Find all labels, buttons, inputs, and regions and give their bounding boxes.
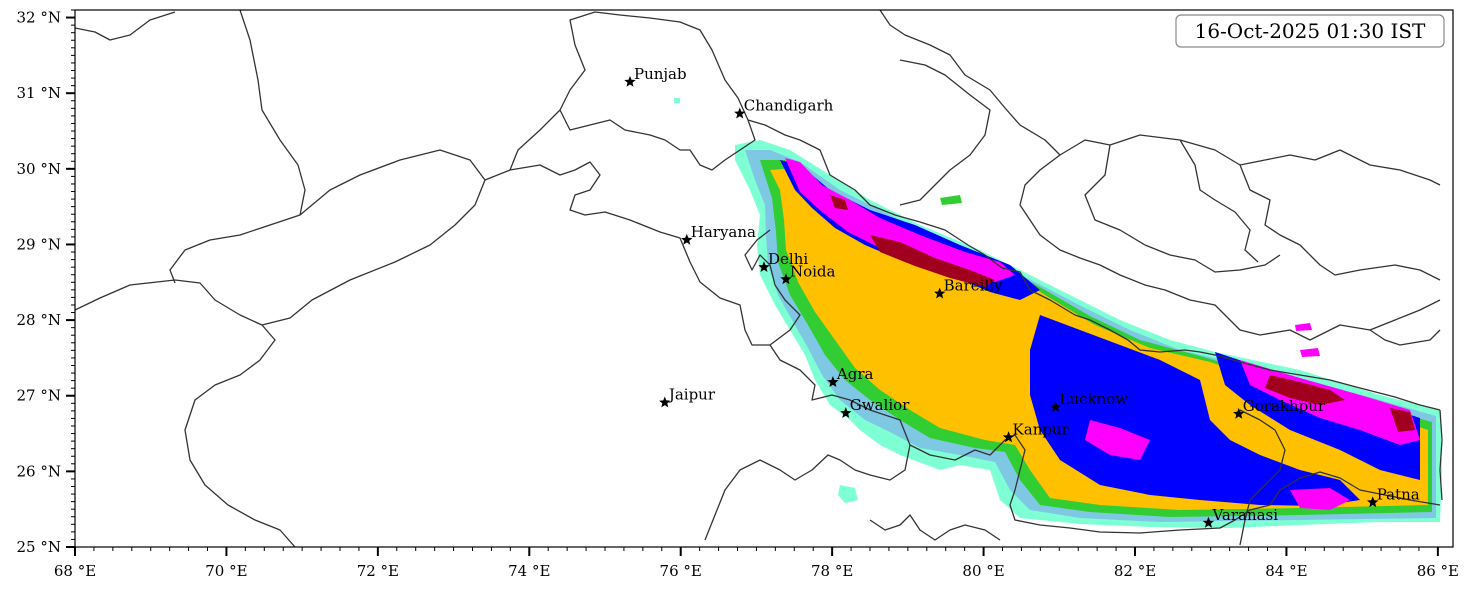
border-line [879, 10, 1441, 341]
y-tick-label: 29 °N [17, 235, 61, 253]
precipitation-contours [674, 98, 1442, 528]
y-tick-label: 32 °N [17, 9, 61, 27]
axes-frame [74, 9, 1454, 548]
border-line [169, 10, 306, 284]
border-line [1059, 134, 1441, 281]
y-tick-label: 28 °N [17, 311, 61, 329]
city-gwalior: Gwalior [840, 396, 910, 418]
star-marker-icon [734, 107, 746, 119]
border-line [1239, 409, 1286, 546]
y-tick-label: 26 °N [17, 462, 61, 480]
city-label: Gwalior [850, 396, 910, 414]
star-marker-icon [1202, 516, 1215, 528]
city-bareilly: Bareilly [934, 277, 1003, 299]
city-patna: Patna [1367, 485, 1420, 508]
city-lucknow: Lucknow [1049, 390, 1129, 412]
x-tick-label: 74 °E [508, 562, 550, 580]
city-agra: Agra [827, 365, 874, 387]
city-label: Patna [1377, 485, 1420, 503]
precip-fleck-4 [940, 195, 962, 205]
city-label: Lucknow [1060, 390, 1129, 408]
border-line [559, 11, 756, 171]
timestamp-label: 16-Oct-2025 01:30 IST [1195, 19, 1426, 43]
city-label: Agra [836, 365, 874, 383]
city-label: Gorakhpur [1243, 397, 1326, 415]
x-tick-label: 68 °E [54, 562, 96, 580]
border-line [1084, 144, 1281, 273]
border-line [75, 11, 176, 41]
x-tick-label: 78 °E [811, 562, 853, 580]
city-haryana: Haryana [681, 223, 756, 245]
star-marker-icon [624, 75, 636, 87]
star-marker-icon [659, 396, 671, 408]
star-marker-icon [758, 261, 770, 272]
star-marker-icon [780, 273, 792, 285]
city-label: Haryana [691, 223, 756, 241]
border-line [484, 11, 596, 181]
x-tick-label: 82 °E [1114, 562, 1156, 580]
map-axes: 68 °E 70 °E 72 °E 74 °E 76 °E 78 °E 80 °E 82 °E… [17, 9, 1459, 580]
star-marker-icon [934, 287, 946, 299]
city-jaipur: Jaipur [659, 386, 716, 408]
city-label: Jaipur [667, 386, 716, 404]
star-marker-icon [681, 233, 693, 245]
city-noida: Noida [780, 262, 836, 285]
y-tick-label: 30 °N [17, 160, 61, 178]
x-tick-label: 70 °E [205, 562, 247, 580]
precip-fleck-2 [1295, 323, 1312, 331]
city-label: Noida [790, 262, 836, 280]
precip-level-1-patch [838, 485, 858, 503]
star-marker-icon [1002, 431, 1015, 443]
city-punjab: Punjab [624, 65, 687, 87]
precip-level-6 [785, 158, 1420, 510]
border-line [1369, 329, 1441, 346]
x-tick-label: 84 °E [1265, 562, 1307, 580]
city-kanpur: Kanpur [1002, 420, 1070, 443]
border-line [747, 119, 1441, 411]
city-label: Kanpur [1013, 420, 1070, 438]
border-line [1179, 139, 1259, 263]
administrative-borders [75, 10, 1443, 547]
x-tick-label: 76 °E [660, 562, 702, 580]
city-label: Chandigarh [744, 97, 834, 115]
border-line [1239, 149, 1441, 186]
precip-fleck-3 [1300, 348, 1320, 357]
star-marker-icon [827, 376, 839, 387]
star-marker-icon [1367, 496, 1379, 508]
border-line [509, 161, 801, 346]
border-line [899, 59, 991, 206]
timestamp-box: 16-Oct-2025 01:30 IST [1175, 14, 1445, 48]
city-varanasi: Varanasi [1202, 506, 1278, 528]
city-label: Punjab [634, 65, 687, 83]
star-marker-icon [1233, 407, 1245, 419]
y-tick-label: 27 °N [17, 387, 61, 405]
star-marker-icon [840, 407, 852, 418]
star-marker-icon [1049, 401, 1062, 412]
border-line [869, 514, 1001, 541]
city-gorakhpur: Gorakhpur [1233, 397, 1326, 419]
x-tick-label: 80 °E [962, 562, 1004, 580]
precip-fleck-1 [674, 98, 680, 103]
x-tick-label: 72 °E [357, 562, 399, 580]
city-label: Bareilly [944, 277, 1003, 295]
timestamp-frame [1175, 14, 1445, 48]
city-label: Delhi [768, 250, 808, 268]
border-line [909, 434, 1441, 534]
border-line [1439, 409, 1443, 501]
y-tick-label: 25 °N [17, 538, 61, 556]
city-chandigarh: Chandigarh [734, 97, 834, 119]
border-line [261, 149, 486, 326]
y-tick-label: 31 °N [17, 84, 61, 102]
x-tick-label: 86 °E [1417, 562, 1459, 580]
city-label: Varanasi [1211, 506, 1278, 524]
border-line [704, 344, 911, 541]
city-delhi: Delhi [758, 250, 808, 272]
border-line [75, 279, 296, 547]
